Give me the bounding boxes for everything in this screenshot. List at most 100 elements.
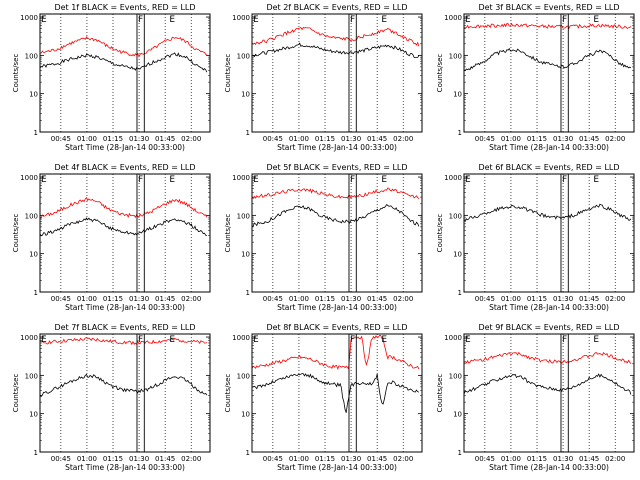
- x-tick-label: 01:15: [315, 295, 335, 303]
- panel-title: Det 9f BLACK = Events, RED = LLD: [478, 323, 619, 332]
- y-tick-label: 1: [34, 289, 38, 297]
- flag-marker: E: [381, 335, 387, 345]
- series-line-lld: [39, 337, 208, 346]
- panel-2: Det 2f BLACK = Events, RED = LLD 1 10 100 10…: [224, 3, 423, 152]
- y-tick-label: 1: [246, 449, 250, 457]
- x-tick-label: 02:00: [181, 135, 201, 143]
- plot-frame: [251, 333, 423, 453]
- y-tick-label: 1: [458, 289, 462, 297]
- y-tick-label: 1000: [20, 334, 38, 342]
- flag-marker: E: [593, 175, 599, 185]
- flag-marker: F: [562, 335, 567, 345]
- x-tick-label: 01:30: [341, 295, 361, 303]
- panel-title: Det 2f BLACK = Events, RED = LLD: [266, 3, 407, 12]
- flag-marker: E: [253, 15, 259, 25]
- y-tick-label: 100: [25, 372, 38, 380]
- x-tick-label: 01:00: [501, 295, 521, 303]
- x-tick-label: 01:00: [77, 455, 97, 463]
- flag-marker: E: [41, 335, 47, 345]
- panel-title: Det 7f BLACK = Events, RED = LLD: [54, 323, 195, 332]
- y-tick-label: 1000: [232, 174, 250, 182]
- y-tick-label: 10: [453, 411, 462, 419]
- series-line-lld: [251, 187, 420, 200]
- y-tick-label: 100: [449, 212, 462, 220]
- plot-frame: [463, 13, 635, 133]
- series-line-events: [463, 373, 632, 395]
- x-tick-label: 00:45: [475, 295, 495, 303]
- x-tick-label: 01:30: [553, 135, 573, 143]
- x-tick-label: 01:45: [155, 295, 175, 303]
- x-tick-label: 01:30: [341, 455, 361, 463]
- y-tick-label: 1: [34, 449, 38, 457]
- flag-marker: E: [465, 175, 471, 185]
- y-axis-title: Counts/sec: [436, 374, 444, 413]
- flag-marker: F: [350, 335, 355, 345]
- plot-frame: [251, 13, 423, 133]
- x-tick-label: 01:45: [367, 295, 387, 303]
- x-tick-label: 01:30: [553, 455, 573, 463]
- y-axis-title: Counts/sec: [436, 214, 444, 253]
- x-tick-label: 00:45: [263, 295, 283, 303]
- panel-title: Det 8f BLACK = Events, RED = LLD: [266, 323, 407, 332]
- y-tick-label: 1000: [444, 14, 462, 22]
- y-tick-label: 10: [241, 411, 250, 419]
- y-tick-label: 10: [241, 91, 250, 99]
- x-axis-title: Start Time (28-Jan-14 00:33:00): [65, 463, 185, 472]
- x-tick-label: 01:15: [527, 135, 547, 143]
- x-tick-label: 00:45: [263, 455, 283, 463]
- x-axis-title: Start Time (28-Jan-14 00:33:00): [277, 143, 397, 152]
- flag-marker: E: [169, 175, 175, 185]
- plot-frame: [39, 333, 211, 453]
- y-axis-title: Counts/sec: [436, 54, 444, 93]
- y-axis-title: Counts/sec: [224, 214, 232, 253]
- x-tick-label: 01:45: [367, 455, 387, 463]
- flag-marker: E: [41, 15, 47, 25]
- x-axis-title: Start Time (28-Jan-14 00:33:00): [277, 463, 397, 472]
- plot-frame: [463, 173, 635, 293]
- x-tick-label: 01:30: [553, 295, 573, 303]
- x-tick-label: 00:45: [475, 135, 495, 143]
- flag-marker: F: [138, 335, 143, 345]
- y-tick-label: 1000: [232, 334, 250, 342]
- y-tick-label: 10: [29, 411, 38, 419]
- x-tick-label: 02:00: [393, 135, 413, 143]
- y-tick-label: 1: [458, 449, 462, 457]
- series-line-lld: [39, 36, 208, 58]
- panel-5: Det 5f BLACK = Events, RED = LLD 1 10 100 10…: [224, 163, 423, 312]
- y-tick-label: 10: [453, 251, 462, 259]
- flag-marker: E: [593, 15, 599, 25]
- y-tick-label: 1: [246, 289, 250, 297]
- flag-marker: F: [138, 175, 143, 185]
- x-tick-label: 01:15: [103, 135, 123, 143]
- plot-frame: [463, 333, 635, 453]
- x-axis-title: Start Time (28-Jan-14 00:33:00): [65, 303, 185, 312]
- panel-7: Det 7f BLACK = Events, RED = LLD 1 10 100 10…: [12, 323, 211, 472]
- flag-marker: F: [350, 175, 355, 185]
- x-tick-label: 01:15: [315, 455, 335, 463]
- y-axis-title: Counts/sec: [12, 54, 20, 93]
- flag-marker: E: [169, 335, 175, 345]
- plot-frame: [39, 173, 211, 293]
- flag-marker: E: [253, 175, 259, 185]
- x-tick-label: 01:30: [129, 295, 149, 303]
- y-tick-label: 100: [449, 372, 462, 380]
- y-tick-label: 100: [25, 52, 38, 60]
- x-tick-label: 01:45: [155, 135, 175, 143]
- flag-marker: E: [253, 335, 259, 345]
- y-axis-title: Counts/sec: [12, 214, 20, 253]
- y-tick-label: 100: [237, 52, 250, 60]
- series-line-lld: [251, 335, 420, 371]
- panel-title: Det 1f BLACK = Events, RED = LLD: [54, 3, 195, 12]
- series-line-events: [39, 373, 208, 398]
- y-tick-label: 100: [237, 212, 250, 220]
- x-tick-label: 02:00: [605, 135, 625, 143]
- x-tick-label: 01:30: [129, 455, 149, 463]
- y-axis-title: Counts/sec: [224, 374, 232, 413]
- x-tick-label: 01:45: [579, 135, 599, 143]
- x-tick-label: 01:45: [155, 455, 175, 463]
- panel-1: Det 1f BLACK = Events, RED = LLD 1 10 100 10…: [12, 3, 211, 152]
- flag-marker: E: [169, 15, 175, 25]
- panel-title: Det 6f BLACK = Events, RED = LLD: [478, 163, 619, 172]
- x-tick-label: 01:00: [77, 295, 97, 303]
